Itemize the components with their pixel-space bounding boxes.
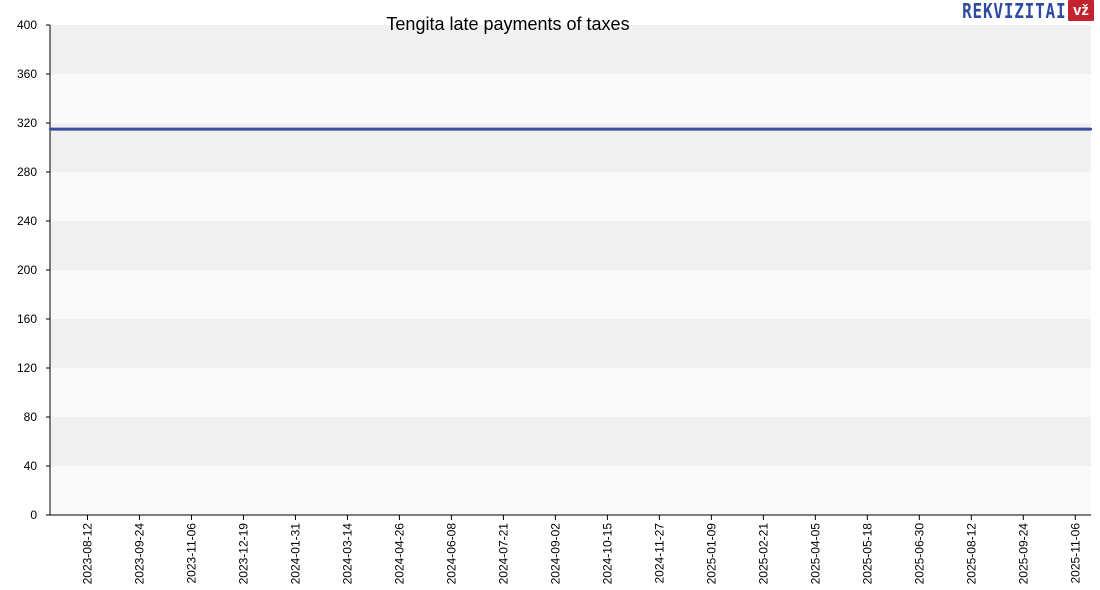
y-tick-label: 40 <box>24 459 38 473</box>
y-tick-label: 400 <box>17 18 37 32</box>
x-tick-label: 2024-09-02 <box>548 523 562 585</box>
x-tick-label: 2025-05-18 <box>860 523 874 585</box>
y-tick-label: 120 <box>17 361 37 375</box>
x-axis-ticks: 2023-08-12 2023-09-24 2023-11-06 2023-12-19… <box>80 515 1082 584</box>
y-tick-label: 200 <box>17 263 37 277</box>
grid-band <box>50 74 1091 123</box>
x-tick-label: 2025-08-12 <box>964 523 978 585</box>
grid-band <box>50 25 1091 74</box>
x-tick-label: 2025-09-24 <box>1016 523 1030 585</box>
grid-band <box>50 123 1091 172</box>
x-tick-label: 2023-11-06 <box>184 523 198 584</box>
y-tick-label: 80 <box>24 410 38 424</box>
x-tick-label: 2025-04-05 <box>808 523 822 585</box>
data-point <box>48 127 52 131</box>
x-tick-label: 2023-09-24 <box>132 523 146 585</box>
x-tick-label: 2023-12-19 <box>236 523 250 585</box>
x-tick-label: 2024-01-31 <box>288 523 302 585</box>
grid-band <box>50 368 1091 417</box>
x-tick-label: 2024-03-14 <box>340 523 354 585</box>
x-tick-label: 2024-11-27 <box>652 523 666 584</box>
x-tick-label: 2025-01-09 <box>704 523 718 585</box>
y-axis-ticks: 0 40 80 120 160 200 240 280 320 360 400 <box>17 18 50 522</box>
rekvizitai-logo[interactable]: REKVIZITAI vž <box>936 0 1094 22</box>
grid-band <box>50 172 1091 221</box>
x-tick-label: 2024-10-15 <box>600 523 614 585</box>
x-tick-label: 2024-07-21 <box>496 523 510 585</box>
grid-band <box>50 319 1091 368</box>
grid-band <box>50 221 1091 270</box>
y-tick-label: 320 <box>17 116 37 130</box>
logo-badge: vž <box>1068 0 1094 21</box>
grid-band <box>50 466 1091 515</box>
y-tick-label: 240 <box>17 214 37 228</box>
grid-band <box>50 270 1091 319</box>
logo-word: REKVIZITAI <box>961 0 1066 23</box>
x-tick-label: 2023-08-12 <box>80 523 94 585</box>
y-tick-label: 360 <box>17 67 37 81</box>
x-tick-label: 2025-11-06 <box>1068 523 1082 584</box>
chart-title: Tengita late payments of taxes <box>386 14 629 34</box>
x-tick-label: 2025-06-30 <box>912 523 926 585</box>
y-tick-label: 280 <box>17 165 37 179</box>
y-tick-label: 0 <box>30 508 37 522</box>
y-tick-label: 160 <box>17 312 37 326</box>
series-group <box>48 127 1093 131</box>
grid-band <box>50 417 1091 466</box>
x-tick-label: 2024-04-26 <box>392 523 406 585</box>
x-tick-label: 2025-02-21 <box>756 523 770 585</box>
grid-bands <box>50 25 1091 515</box>
data-point <box>1089 127 1093 131</box>
x-tick-label: 2024-06-08 <box>444 523 458 585</box>
